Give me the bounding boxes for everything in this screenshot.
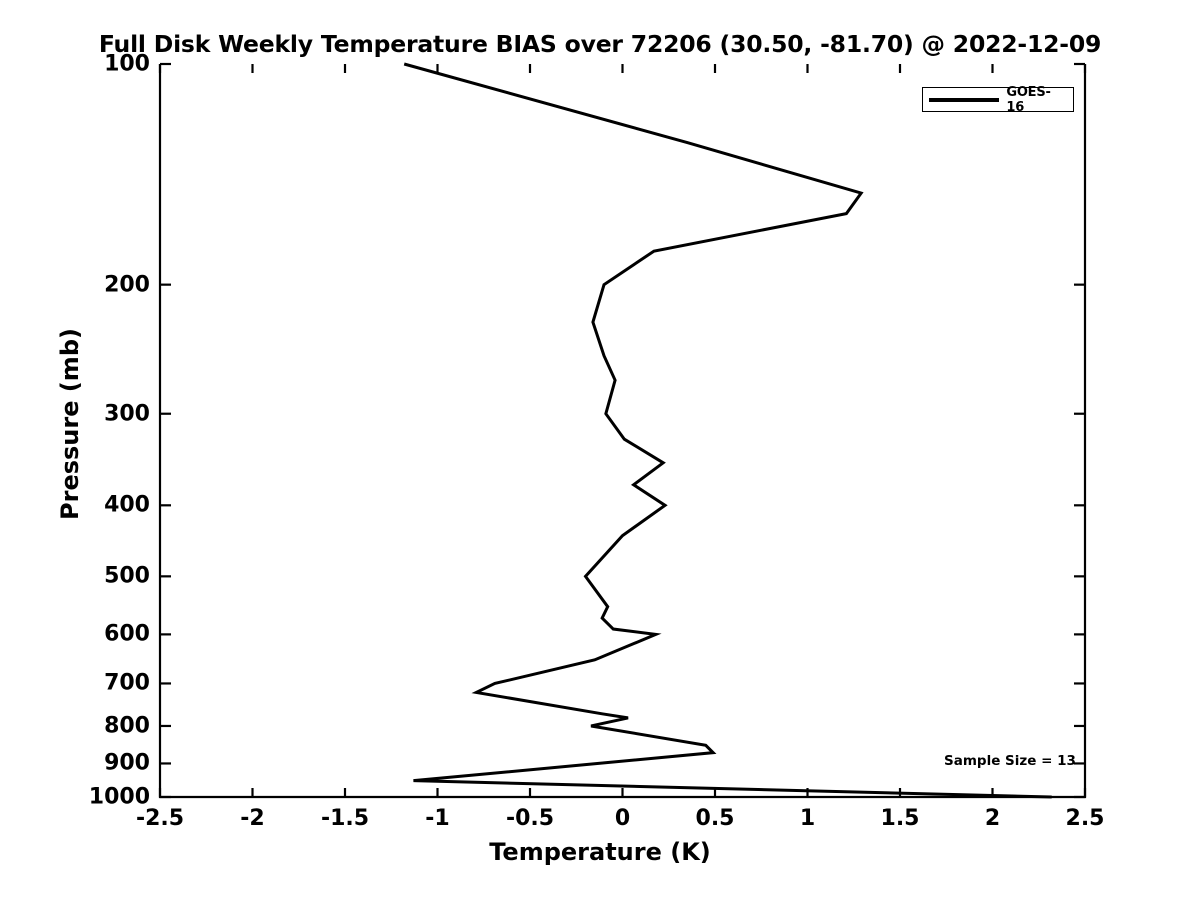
x-tick-label: 1: [799, 806, 816, 831]
y-tick-label: 900: [104, 750, 150, 776]
legend[interactable]: GOES-16: [922, 84, 1074, 115]
page-title: Full Disk Weekly Temperature BIAS over 7…: [98, 30, 1102, 58]
y-tick-label: 200: [104, 272, 150, 298]
legend-swatch-goes-16: [929, 97, 1000, 102]
x-tick-label: 1.5: [880, 806, 920, 831]
x-tick-label: 0: [614, 806, 631, 831]
x-tick-label: -0.5: [505, 806, 555, 831]
x-tick-label: 0.5: [695, 806, 735, 831]
x-axis-label: Temperature (K): [489, 838, 711, 866]
y-tick-label: 700: [104, 670, 150, 696]
x-tick-label: 2.5: [1065, 806, 1105, 831]
sample-size-annotation: Sample Size = 13: [944, 753, 1076, 769]
y-tick-label: 300: [104, 401, 150, 427]
x-tick-label: -1: [425, 806, 450, 831]
y-tick-label: 600: [104, 621, 150, 647]
x-tick-label: -2.5: [135, 806, 185, 831]
y-axis-label: Pressure (mb): [56, 328, 84, 520]
x-tick-label: -2: [240, 806, 265, 831]
y-axis-label-wrap: Pressure (mb): [40, 328, 84, 530]
x-tick-label: 2: [984, 806, 1001, 831]
legend-label-goes-16: GOES-16: [1006, 84, 1051, 115]
y-tick-label: 400: [104, 492, 150, 518]
y-tick-label: 1000: [88, 784, 150, 810]
y-tick-label: 500: [104, 563, 150, 589]
plot-area: [158, 62, 1087, 799]
y-tick-label: 100: [104, 51, 150, 77]
data-series-layer: [403, 62, 1052, 799]
x-tick-label: -1.5: [320, 806, 370, 831]
y-tick-label: 800: [104, 713, 150, 739]
axes-frame: [158, 62, 1087, 799]
